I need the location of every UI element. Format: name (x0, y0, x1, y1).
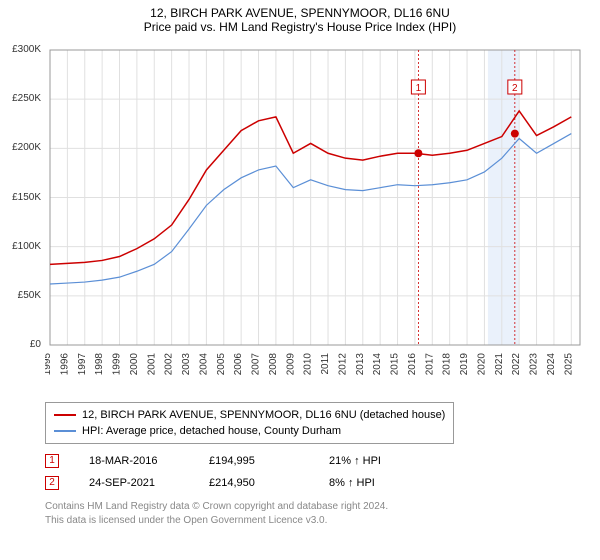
footer: Contains HM Land Registry data © Crown c… (45, 500, 388, 528)
svg-text:2006: 2006 (233, 353, 244, 376)
y-axis-labels: £0£50K£100K£150K£200K£250K£300K (0, 45, 45, 345)
legend-label-property: 12, BIRCH PARK AVENUE, SPENNYMOOR, DL16 … (82, 407, 445, 423)
marker-delta-2: 8% ↑ HPI (329, 472, 419, 494)
marker-row-1: 1 18-MAR-2016 £194,995 21% ↑ HPI (45, 450, 419, 472)
svg-text:2010: 2010 (303, 353, 314, 376)
legend-row-property: 12, BIRCH PARK AVENUE, SPENNYMOOR, DL16 … (54, 407, 445, 423)
marker-table: 1 18-MAR-2016 £194,995 21% ↑ HPI 2 24-SE… (45, 450, 419, 494)
marker-price-2: £214,950 (209, 472, 299, 494)
svg-text:1995: 1995 (45, 353, 53, 376)
legend-label-hpi: HPI: Average price, detached house, Coun… (82, 423, 341, 439)
svg-text:2002: 2002 (164, 353, 175, 376)
svg-text:2023: 2023 (529, 353, 540, 376)
chart-title: 12, BIRCH PARK AVENUE, SPENNYMOOR, DL16 … (0, 6, 600, 20)
svg-text:2012: 2012 (337, 353, 348, 376)
svg-text:2018: 2018 (442, 353, 453, 376)
svg-text:2020: 2020 (476, 353, 487, 376)
svg-text:2022: 2022 (511, 353, 522, 376)
svg-text:2013: 2013 (355, 353, 366, 376)
marker-num-1: 1 (45, 454, 59, 468)
svg-text:2: 2 (512, 83, 518, 94)
svg-text:2019: 2019 (459, 353, 470, 376)
svg-text:1998: 1998 (94, 353, 105, 376)
svg-text:2003: 2003 (181, 353, 192, 376)
chart-plot: 1995 1996 1997 1998 1999 2000 2001 2002 2003 2004… (45, 45, 585, 390)
legend-swatch-property (54, 414, 76, 416)
marker-date-1: 18-MAR-2016 (89, 450, 179, 472)
footer-line1: Contains HM Land Registry data © Crown c… (45, 500, 388, 514)
svg-text:2017: 2017 (424, 353, 435, 376)
svg-text:2007: 2007 (251, 353, 262, 376)
marker-price-1: £194,995 (209, 450, 299, 472)
svg-text:2001: 2001 (146, 353, 157, 376)
marker-date-2: 24-SEP-2021 (89, 472, 179, 494)
svg-text:2004: 2004 (198, 353, 209, 376)
svg-text:2009: 2009 (285, 353, 296, 376)
marker-delta-1: 21% ↑ HPI (329, 450, 419, 472)
svg-text:2025: 2025 (563, 353, 574, 376)
chart-title-block: 12, BIRCH PARK AVENUE, SPENNYMOOR, DL16 … (0, 0, 600, 36)
svg-text:2016: 2016 (407, 353, 418, 376)
svg-text:2005: 2005 (216, 353, 227, 376)
legend-swatch-hpi (54, 430, 76, 432)
chart-subtitle: Price paid vs. HM Land Registry's House … (0, 20, 600, 34)
svg-text:2011: 2011 (320, 353, 331, 375)
legend: 12, BIRCH PARK AVENUE, SPENNYMOOR, DL16 … (45, 402, 454, 444)
marker-row-2: 2 24-SEP-2021 £214,950 8% ↑ HPI (45, 472, 419, 494)
svg-text:1997: 1997 (77, 353, 88, 376)
svg-text:2015: 2015 (390, 353, 401, 376)
svg-text:2024: 2024 (546, 353, 557, 376)
footer-line2: This data is licensed under the Open Gov… (45, 514, 388, 528)
svg-text:2000: 2000 (129, 353, 140, 376)
svg-text:1: 1 (416, 83, 422, 94)
marker-num-2: 2 (45, 476, 59, 490)
svg-text:1996: 1996 (59, 353, 70, 376)
svg-text:1999: 1999 (112, 353, 123, 376)
legend-row-hpi: HPI: Average price, detached house, Coun… (54, 423, 445, 439)
svg-text:2021: 2021 (494, 353, 505, 376)
svg-text:2008: 2008 (268, 353, 279, 376)
chart-svg: 1995 1996 1997 1998 1999 2000 2001 2002 2003 2004… (45, 45, 585, 390)
svg-text:2014: 2014 (372, 353, 383, 376)
